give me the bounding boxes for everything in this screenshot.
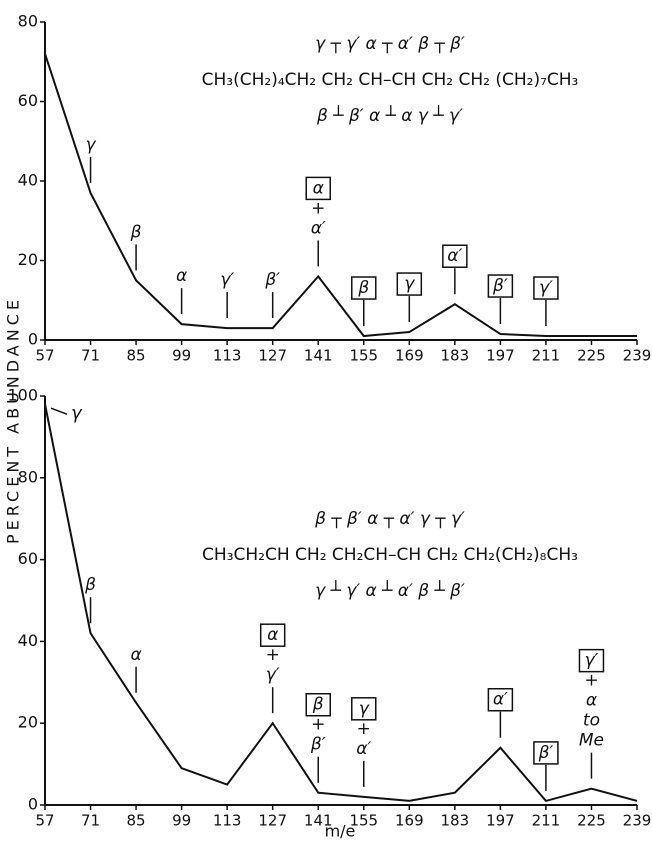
y-tick-label: 80 <box>18 467 38 486</box>
annotation-text: γ <box>404 274 415 294</box>
annotation-box <box>351 276 377 300</box>
x-tick-label: 127 <box>258 812 287 830</box>
annotation-text: + <box>584 671 598 691</box>
x-tick-label: 211 <box>532 347 561 365</box>
x-tick-label: 197 <box>486 812 515 830</box>
x-tick-label: 197 <box>486 347 515 365</box>
y-tick-label: 0 <box>28 795 38 814</box>
annotation-box <box>351 697 377 721</box>
annotation-box <box>305 692 331 717</box>
structure-formula: CH₃(CH₂)₄CH₂ CH₂ CH–CH CH₂ CH₂ (CH₂)₇CH₃ <box>202 70 579 90</box>
structure-cleavage-bottom: γ ┴ γ′ α ┴ α′ β ┴ β′ <box>315 580 465 601</box>
x-tick-label: 183 <box>441 812 470 830</box>
annotation-text: β <box>84 575 96 595</box>
x-tick-label: 225 <box>577 812 606 830</box>
annotation-box <box>487 274 514 298</box>
x-tick-label: 225 <box>577 347 606 365</box>
annotation-box <box>259 623 286 647</box>
y-axis-label: PERCENT ABUNDANCE <box>4 296 23 544</box>
annotation-text: α′ <box>356 739 371 759</box>
annotation-text: β′ <box>492 276 508 296</box>
x-tick-label: 141 <box>304 347 333 365</box>
annotation-text: γ <box>71 403 83 424</box>
annotation-text: α′ <box>311 218 326 238</box>
annotation-text: γ′ <box>220 270 234 290</box>
annotation-pointer <box>50 407 68 415</box>
annotation-box <box>442 244 468 268</box>
spectrum-line <box>44 53 637 338</box>
y-tick-label: 100 <box>7 386 38 405</box>
x-tick-label: 127 <box>258 347 287 365</box>
x-tick-label: 85 <box>127 812 146 830</box>
annotation-text: γ′ <box>585 651 599 671</box>
annotation-text: β <box>312 695 324 715</box>
annotation-box <box>578 648 605 673</box>
x-tick-label: 169 <box>395 812 424 830</box>
annotation-text: to <box>583 711 600 731</box>
x-tick-label: 155 <box>349 347 378 365</box>
annotation-box <box>396 272 423 296</box>
annotation-text: + <box>311 198 325 218</box>
annotation-text: β′ <box>310 735 326 755</box>
structure-cleavage-top: γ ┬ γ′ α ┬ α′ β ┬ β′ <box>315 34 465 54</box>
spectrum-line <box>44 403 638 803</box>
x-tick-label: 71 <box>81 347 100 365</box>
annotation-box <box>487 687 514 712</box>
x-tick-label: 113 <box>213 347 242 365</box>
y-tick-label: 20 <box>18 250 38 269</box>
annotation-text: α′ <box>447 246 462 266</box>
annotation-text: + <box>311 715 325 735</box>
structure-cleavage-bottom: β ┴ β′ α ┴ α γ ┴ γ′ <box>316 105 463 126</box>
y-tick-label: 40 <box>18 171 38 190</box>
x-tick-label: 113 <box>213 812 242 830</box>
annotation-text: β′ <box>264 270 280 290</box>
x-axis-label: m/e <box>325 822 356 841</box>
annotation-text: γ′ <box>266 665 280 685</box>
annotation-text: Me <box>579 731 604 751</box>
annotation-text: α <box>267 625 278 645</box>
y-tick-label: 0 <box>28 330 38 349</box>
annotation-text: + <box>266 645 280 665</box>
y-tick-label: 60 <box>18 91 38 110</box>
x-tick-label: 239 <box>623 347 652 365</box>
structure-cleavage-top: β ┬ β′ α ┬ α′ γ ┬ γ′ <box>314 509 465 529</box>
x-tick-label: 57 <box>35 347 54 365</box>
x-tick-label: 57 <box>35 812 54 830</box>
annotation-text: α <box>176 266 187 286</box>
x-tick-label: 141 <box>304 812 333 830</box>
x-tick-label: 211 <box>532 812 561 830</box>
annotation-text: γ′ <box>539 278 553 298</box>
annotation-text: γ <box>359 699 370 719</box>
x-tick-label: 85 <box>127 347 146 365</box>
y-tick-label: 80 <box>18 12 38 31</box>
x-tick-label: 155 <box>349 812 378 830</box>
x-tick-label: 99 <box>172 347 191 365</box>
y-tick-label: 40 <box>18 631 38 650</box>
x-tick-label: 99 <box>172 812 191 830</box>
annotation-text: β <box>357 278 369 298</box>
annotation-text: α <box>586 691 597 711</box>
annotation-text: α <box>313 178 324 198</box>
annotation-text: β <box>130 222 142 242</box>
x-tick-label: 71 <box>81 812 100 830</box>
y-tick-label: 20 <box>18 713 38 732</box>
x-tick-label: 239 <box>623 812 652 830</box>
annotation-text: α <box>130 645 141 665</box>
annotation-text: γ <box>86 135 97 155</box>
x-tick-label: 183 <box>441 347 470 365</box>
annotation-text: + <box>357 719 371 739</box>
y-tick-label: 60 <box>18 549 38 568</box>
annotation-box <box>533 276 559 300</box>
annotation-text: α′ <box>493 690 508 710</box>
annotation-box <box>533 741 559 765</box>
annotation-text: β′ <box>538 743 554 763</box>
structure-formula: CH₃CH₂CH CH₂ CH₂CH–CH CH₂ CH₂(CH₂)₈CH₃ <box>202 545 578 565</box>
annotation-box <box>305 176 331 201</box>
x-tick-label: 169 <box>395 347 424 365</box>
